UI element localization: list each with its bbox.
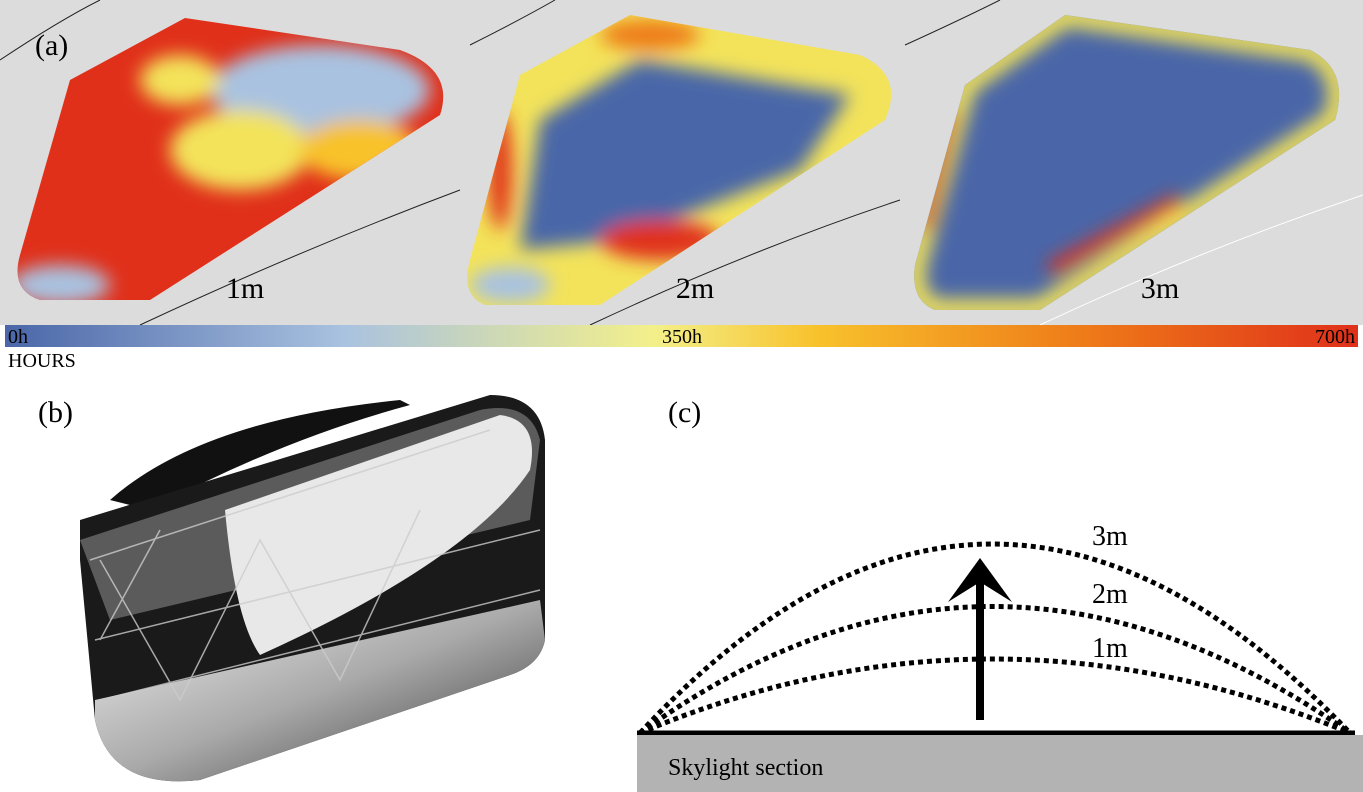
- colorbar-min: 0h: [8, 326, 28, 348]
- panel-label: (b): [38, 396, 73, 429]
- domes: [638, 541, 1352, 736]
- colorbar-mid: 350h: [662, 326, 702, 348]
- map-label: 3m: [1141, 272, 1179, 305]
- dome-label: 3m: [1092, 521, 1128, 552]
- arrow-head: [948, 558, 1012, 602]
- panel-label: (c): [668, 396, 701, 429]
- map-label: 2m: [676, 272, 714, 305]
- colorbar-max: 700h: [1315, 326, 1355, 348]
- colorbar: [5, 325, 1358, 347]
- skylight-section: [637, 735, 1363, 792]
- contours: [0, 0, 1363, 326]
- dome-label: 1m: [1092, 633, 1128, 664]
- panel-label: (a): [35, 29, 68, 62]
- section-label: Skylight section: [668, 755, 823, 781]
- skylight-model: [80, 395, 545, 782]
- colorbar-unit: HOURS: [8, 350, 76, 372]
- dome-label: 2m: [1092, 579, 1128, 610]
- map-label: 1m: [226, 272, 264, 305]
